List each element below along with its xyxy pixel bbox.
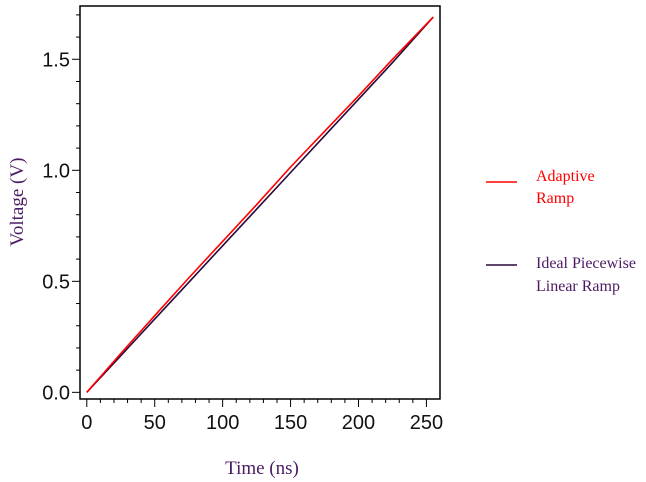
legend-label-adaptive-line2: Ramp (536, 190, 574, 207)
legend-label-ideal-line1: Ideal Piecewise (536, 255, 636, 272)
x-tick-label: 50 (144, 412, 166, 434)
x-tick-label: 250 (410, 412, 443, 434)
y-tick-label: 1.5 (42, 49, 70, 71)
legend-label-adaptive: Adaptive Ramp (536, 168, 599, 207)
legend-label-ideal-line2: Linear Ramp (536, 278, 620, 295)
y-axis-title: Voltage (V) (7, 158, 28, 247)
x-tick-label: 0 (81, 412, 92, 434)
y-tick-label: 0.5 (42, 271, 70, 293)
x-axis-ticks: 0 50 100 150 200 250 (81, 399, 443, 434)
series-layer (86, 16, 434, 393)
x-axis-title: Time (ns) (225, 458, 299, 479)
x-tick-label: 150 (274, 412, 307, 434)
y-tick-label: 1.0 (42, 160, 70, 182)
y-tick-label: 0.0 (42, 382, 70, 404)
legend: Adaptive Ramp Ideal Piecewise Linear Ram… (486, 168, 640, 295)
legend-label-ideal: Ideal Piecewise Linear Ramp (536, 255, 640, 295)
x-tick-label: 200 (342, 412, 375, 434)
y-axis-ticks: 0.0 0.5 1.0 1.5 (42, 14, 80, 404)
x-tick-label: 100 (206, 412, 239, 434)
plot-frame (79, 5, 441, 400)
series-line-adaptive (86, 16, 434, 393)
legend-label-adaptive-line1: Adaptive (536, 168, 595, 185)
series-line-ideal (86, 16, 434, 393)
